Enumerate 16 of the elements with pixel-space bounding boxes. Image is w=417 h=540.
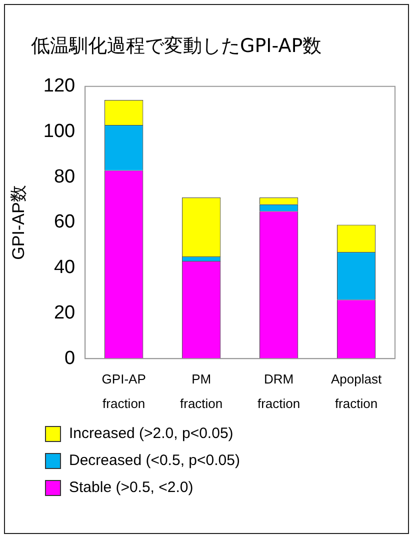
y-tick-label: 100 bbox=[43, 121, 76, 142]
y-tick-label: 120 bbox=[43, 76, 76, 97]
x-tick-label: GPI-AP fraction bbox=[102, 372, 146, 412]
x-tick-label: DRM fraction bbox=[257, 372, 300, 412]
legend-label: Stable (>0.5, <2.0) bbox=[69, 479, 194, 496]
legend-label: Decreased (<0.5, p<0.05) bbox=[69, 452, 240, 469]
y-axis-title: GPI-AP数 bbox=[8, 185, 28, 260]
x-tick-label: PM fraction bbox=[180, 372, 223, 412]
y-tick-label: 60 bbox=[54, 212, 76, 233]
legend-label: Increased (>2.0, p<0.05) bbox=[69, 425, 234, 442]
y-tick-label: 0 bbox=[64, 348, 76, 369]
y-tick-label: 20 bbox=[54, 302, 76, 324]
y-tick-label: 40 bbox=[54, 257, 76, 278]
chart-title: 低温馴化過程で変動したGPI-AP数 bbox=[31, 34, 322, 59]
x-tick-label: Apoplast fraction bbox=[330, 372, 382, 412]
y-tick-label: 80 bbox=[54, 166, 76, 188]
